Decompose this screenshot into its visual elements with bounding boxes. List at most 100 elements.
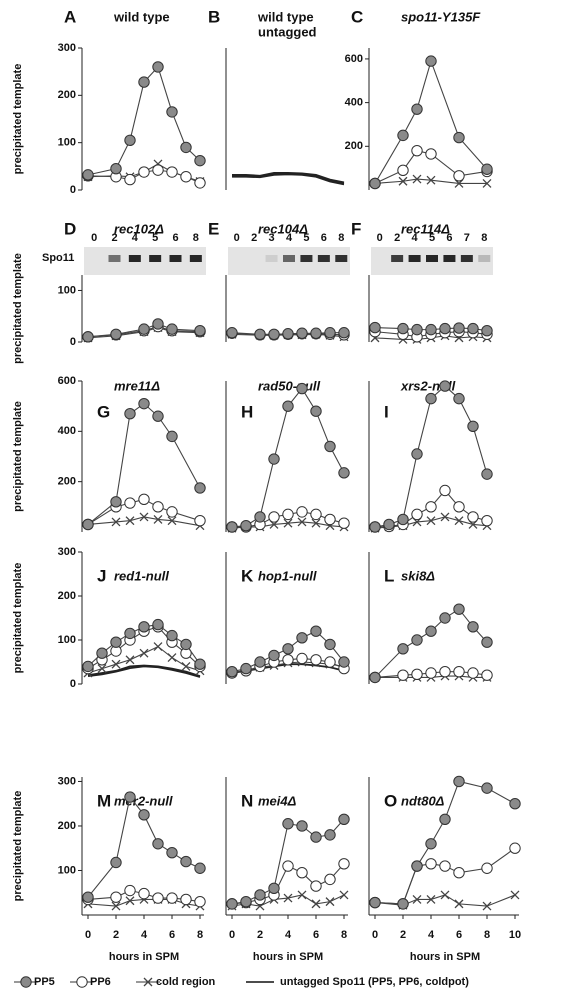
point [398,899,408,909]
panel: 0100200300precipitated templateJred1-nul… [12,546,205,690]
point [412,449,422,459]
panel: 0246810hours in SPMOndt80Δ [369,776,521,963]
panel-letter: M [97,791,111,810]
point [454,666,464,676]
band [109,255,121,262]
x-axis-label: hours in SPM [109,951,179,963]
point [426,626,436,636]
point [227,899,237,909]
panel-letter: F [351,219,361,238]
series-line [232,174,344,183]
panel-letter: G [97,402,110,421]
blot-label: Spo11 [42,252,74,264]
point [482,670,492,680]
lane-label: 6 [172,232,178,244]
panel-title: hop1-null [258,568,317,583]
point [454,171,464,181]
y-tick-label: 200 [58,590,76,602]
point [412,145,422,155]
point [153,62,163,72]
point [139,324,149,334]
point [454,776,464,786]
point [370,897,380,907]
y-tick-label: 400 [345,97,363,109]
point [325,657,335,667]
y-tick-label: 200 [58,820,76,832]
point [111,164,121,174]
panel: 0100200300precipitated templateAwild typ… [12,7,205,195]
panel-letter: B [208,7,220,26]
lane-label: 6 [321,232,327,244]
lane-label: 2 [251,232,257,244]
point [412,669,422,679]
y-tick-label: 200 [345,140,363,152]
point [440,814,450,824]
y-axis-label: precipitated template [12,563,24,674]
point [167,893,177,903]
point [77,977,87,987]
point [339,328,349,338]
point [426,56,436,66]
point [125,792,135,802]
point [168,654,176,662]
point [482,637,492,647]
y-tick-label: 0 [70,678,76,690]
point [311,626,321,636]
point [153,619,163,629]
x-tick-label: 0 [85,929,91,941]
point [21,977,31,987]
point [241,663,251,673]
lane-label: 7 [464,232,470,244]
point [482,863,492,873]
point [297,633,307,643]
lane-label: 8 [193,232,199,244]
point [440,666,450,676]
figure: 0100200300precipitated templateAwild typ… [0,0,564,993]
point [125,885,135,895]
x-tick-label: 0 [372,929,378,941]
point [167,107,177,117]
point [269,512,279,522]
point [311,881,321,891]
point [283,509,293,519]
point [325,441,335,451]
panel-letter: O [384,791,397,810]
y-axis-label: precipitated template [12,401,24,512]
x-tick-label: 8 [484,929,490,941]
point [398,130,408,140]
point [468,512,478,522]
lane-label: 0 [234,232,240,244]
panel: Khop1-null [226,552,349,684]
point [154,643,162,651]
panel-title: mei4Δ [258,793,297,808]
point [454,132,464,142]
point [227,666,237,676]
point [139,77,149,87]
point [398,644,408,654]
point [468,668,478,678]
point [111,892,121,902]
point [441,891,449,899]
panel-title: wild type [257,9,314,24]
point [384,519,394,529]
band [318,255,330,262]
point [255,329,265,339]
y-tick-label: 100 [58,634,76,646]
x-tick-label: 8 [341,929,347,941]
point [283,329,293,339]
point [440,861,450,871]
x-tick-label: 6 [313,929,319,941]
point [297,653,307,663]
point [83,332,93,342]
point [195,155,205,165]
panel-title: ndt80Δ [401,793,445,808]
band [391,255,403,262]
panel-title: ski8Δ [401,568,435,583]
point [454,868,464,878]
point [241,521,251,531]
point [153,411,163,421]
point [370,322,380,332]
